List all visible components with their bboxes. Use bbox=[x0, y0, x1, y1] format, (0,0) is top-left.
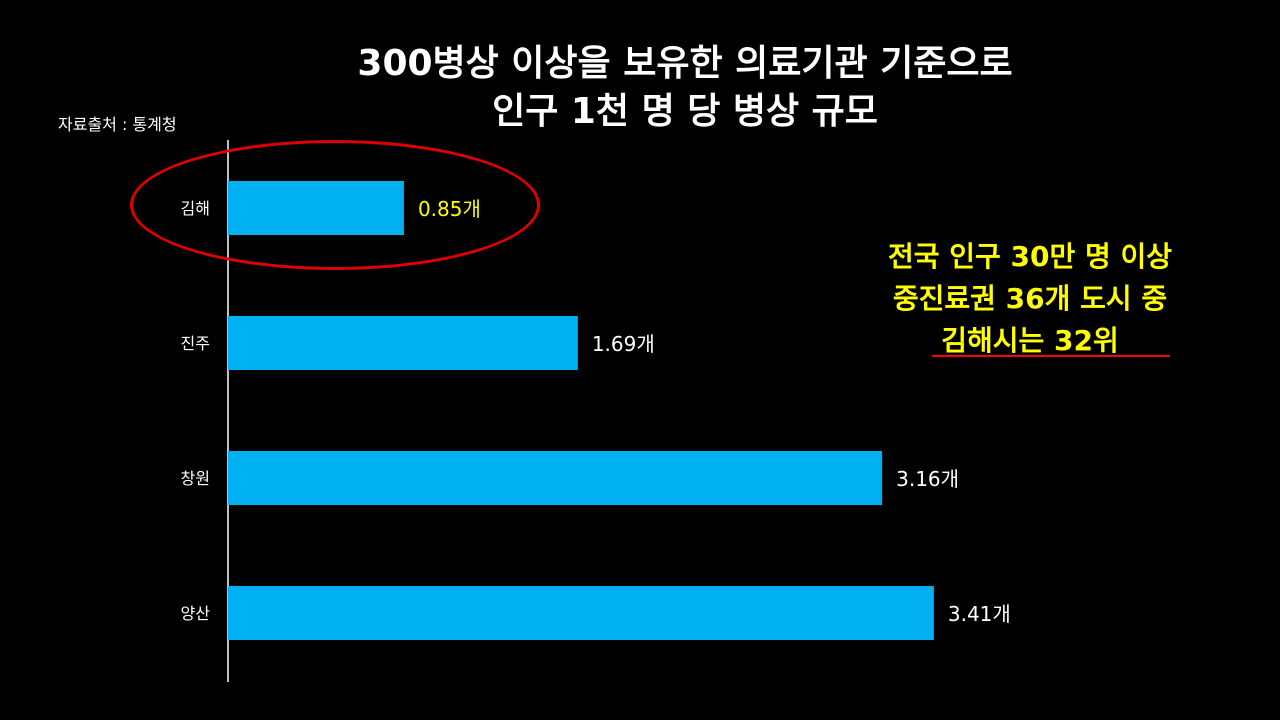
category-label-2: 진주 bbox=[181, 334, 210, 353]
value-label-2: 1.69개 bbox=[592, 332, 655, 356]
bar-3 bbox=[228, 451, 883, 505]
value-label-4: 3.41개 bbox=[948, 602, 1011, 626]
bar-2 bbox=[228, 316, 578, 370]
highlight-ellipse bbox=[130, 140, 540, 270]
ranking-note-line-1: 전국 인구 30만 명 이상 bbox=[887, 240, 1173, 273]
ranking-note: 전국 인구 30만 명 이상 중진료권 36개 도시 중 김해시는 32위 bbox=[840, 236, 1220, 362]
chart-title-line-2: 인구 1천 명 당 병상 규모 bbox=[492, 91, 878, 132]
bar-4 bbox=[228, 586, 934, 640]
category-label-3: 창원 bbox=[181, 469, 210, 488]
chart-title-line-1: 300병상 이상을 보유한 의료기관 기준으로 bbox=[357, 43, 1013, 84]
ranking-note-line-2: 중진료권 36개 도시 중 bbox=[892, 282, 1168, 315]
category-label-4: 양산 bbox=[181, 604, 211, 623]
note-underline bbox=[932, 355, 1170, 357]
ranking-note-line-3: 김해시는 32위 bbox=[941, 324, 1119, 357]
value-label-3: 3.16개 bbox=[896, 467, 959, 491]
chart-title: 300병상 이상을 보유한 의료기관 기준으로 인구 1천 명 당 병상 규모 bbox=[0, 40, 1280, 136]
data-source-label: 자료출처 : 통계청 bbox=[58, 115, 177, 134]
